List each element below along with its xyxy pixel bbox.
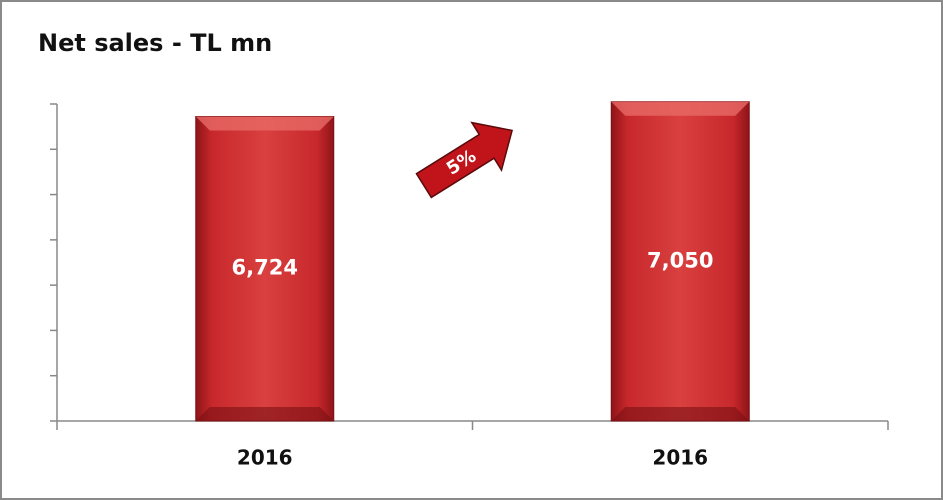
bar-bevel [195, 407, 334, 421]
chart-title: Net sales - TL mn [38, 29, 272, 57]
x-tick-label: 2016 [652, 446, 708, 470]
bar-bevel [611, 101, 750, 116]
value-label: 7,050 [647, 248, 713, 272]
bar [610, 101, 750, 422]
bar-bevel [195, 116, 334, 131]
x-tick-label: 2016 [237, 446, 293, 470]
bar-bevel [611, 407, 750, 421]
value-label: 6,724 [232, 256, 298, 280]
